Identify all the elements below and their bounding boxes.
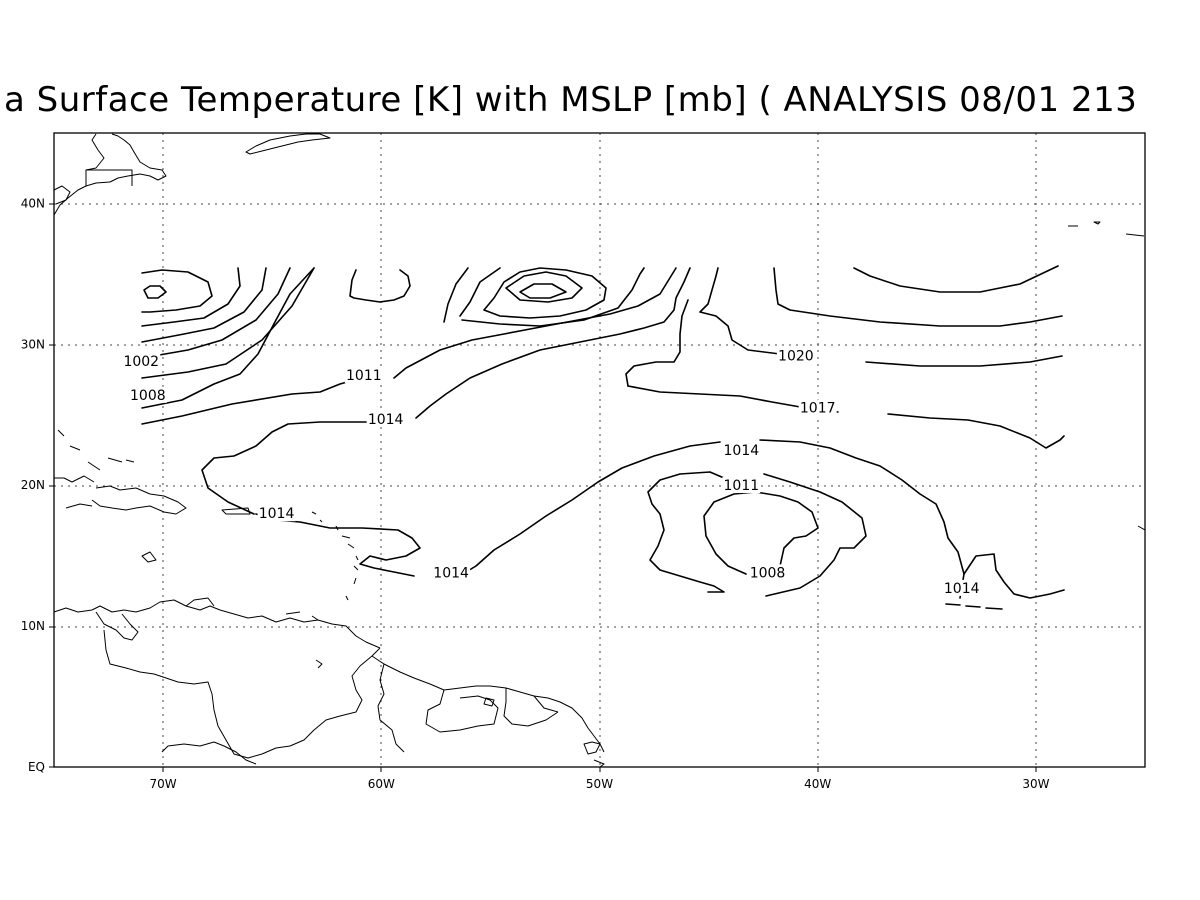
y-tick-label: 40N: [21, 196, 45, 210]
x-tick-label: 70W: [150, 777, 177, 791]
x-tick-label: 30W: [1022, 777, 1049, 791]
contour-label-background: [432, 564, 471, 581]
contour-label-background: [776, 347, 815, 364]
contour-label: 1008: [750, 565, 786, 581]
contour-label-background: [942, 579, 981, 596]
contour-label: 1014: [259, 506, 295, 522]
contour-label-background: [748, 564, 787, 581]
contour-label: 1014: [433, 565, 469, 581]
contour-label-background: [798, 399, 837, 416]
contour-label-background: [257, 505, 296, 522]
contour-labels: 1002 1008 1011 1014 1020 1017 1014 1011 1014 1014…: [122, 347, 981, 597]
contour-label: 1011: [724, 478, 760, 494]
x-tick-label: 50W: [586, 777, 613, 791]
y-tick-label: 30N: [21, 337, 45, 351]
x-tick-labels: 70W 60W 50W 40W 30W: [150, 777, 1050, 791]
y-tick-labels: EQ 10N 20N 30N 40N: [21, 196, 45, 774]
contour-label-background: [122, 353, 161, 370]
map-title: a Surface Temperature [K] with MSLP [mb]…: [0, 80, 1200, 124]
contour-label: 1017: [800, 401, 836, 417]
contour-label-background: [722, 477, 761, 494]
y-tick-label: 20N: [21, 478, 45, 492]
map-title-text: a Surface Temperature [K] with MSLP [mb]…: [4, 80, 1138, 120]
axis-tick-marks: [49, 203, 1037, 772]
contour-label: 1008: [130, 388, 166, 404]
y-tick-label: EQ: [28, 760, 45, 774]
x-tick-label: 60W: [368, 777, 395, 791]
contour-label: 1014: [724, 443, 760, 459]
contour-label: 1002: [123, 354, 159, 370]
contour-label: 1014: [368, 412, 404, 428]
contour-label: 1020: [778, 348, 814, 364]
contour-label-background: [722, 441, 761, 458]
x-tick-label: 40W: [804, 777, 831, 791]
y-tick-label: 10N: [21, 619, 45, 633]
contour-label: 1014: [944, 581, 980, 597]
contour-label: 1011: [346, 368, 382, 384]
contour-label-background: [128, 386, 167, 403]
contour-label-background: [344, 367, 383, 384]
grid-lines: [54, 133, 1145, 767]
contour-label-background: [366, 410, 405, 427]
mslp-contours: [141, 265, 1065, 610]
